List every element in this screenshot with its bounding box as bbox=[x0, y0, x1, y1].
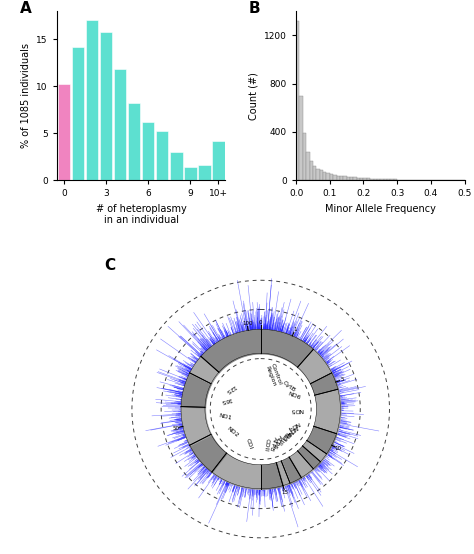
Bar bbox=[333, 175, 337, 180]
Text: 50: 50 bbox=[173, 425, 179, 430]
Bar bbox=[357, 178, 360, 180]
Text: 1: 1 bbox=[293, 327, 297, 332]
Bar bbox=[310, 161, 313, 180]
Text: ND4: ND4 bbox=[286, 420, 301, 430]
Bar bbox=[337, 176, 340, 180]
Bar bbox=[370, 178, 374, 180]
Bar bbox=[346, 177, 350, 180]
Text: A: A bbox=[20, 1, 32, 16]
X-axis label: # of heteroplasmy
in an individual: # of heteroplasmy in an individual bbox=[96, 204, 186, 225]
Bar bbox=[86, 20, 98, 180]
Text: ATP8: ATP8 bbox=[268, 435, 277, 452]
Text: COI: COI bbox=[245, 437, 253, 449]
Text: COII: COII bbox=[263, 438, 269, 452]
Text: 12S: 12S bbox=[225, 383, 237, 394]
Bar bbox=[343, 176, 346, 180]
Bar bbox=[340, 176, 343, 180]
Text: ND3: ND3 bbox=[280, 428, 293, 442]
Bar bbox=[57, 84, 70, 180]
Text: 16S: 16S bbox=[219, 396, 232, 404]
Bar bbox=[198, 165, 210, 180]
Text: B: B bbox=[249, 1, 261, 16]
Bar bbox=[319, 171, 323, 180]
Text: ND4L: ND4L bbox=[281, 424, 298, 438]
Bar bbox=[367, 178, 370, 180]
Bar bbox=[72, 47, 84, 180]
Text: ND6: ND6 bbox=[287, 392, 302, 401]
Text: COIII: COIII bbox=[275, 431, 289, 446]
Bar bbox=[350, 177, 353, 180]
Y-axis label: Count (#): Count (#) bbox=[249, 71, 259, 120]
Text: ND1: ND1 bbox=[218, 413, 232, 421]
Text: 0: 0 bbox=[259, 320, 263, 325]
X-axis label: Minor Allele Frequency: Minor Allele Frequency bbox=[325, 204, 436, 214]
Text: C: C bbox=[105, 259, 116, 274]
Bar bbox=[212, 141, 225, 180]
Bar bbox=[374, 179, 377, 180]
Text: 10: 10 bbox=[335, 446, 342, 451]
Bar bbox=[377, 179, 380, 180]
Bar bbox=[391, 179, 394, 180]
Bar bbox=[330, 175, 333, 180]
Text: Control
Region: Control Region bbox=[264, 362, 283, 388]
Bar bbox=[360, 178, 364, 180]
Bar bbox=[380, 179, 383, 180]
Text: 15: 15 bbox=[282, 490, 289, 495]
Bar bbox=[316, 168, 319, 180]
Bar bbox=[142, 122, 155, 180]
Bar bbox=[128, 103, 140, 180]
Text: 5: 5 bbox=[341, 377, 344, 382]
Bar bbox=[184, 167, 197, 180]
Text: ND5: ND5 bbox=[290, 408, 304, 413]
Bar bbox=[364, 178, 367, 180]
Bar bbox=[353, 177, 357, 180]
Bar bbox=[300, 96, 303, 180]
Bar bbox=[327, 173, 330, 180]
Bar bbox=[296, 20, 300, 180]
Text: ATP6: ATP6 bbox=[271, 434, 282, 449]
Bar bbox=[114, 69, 127, 180]
Bar bbox=[100, 32, 112, 180]
Bar bbox=[170, 152, 182, 180]
Text: ND2: ND2 bbox=[226, 426, 240, 438]
Bar bbox=[394, 179, 397, 180]
Text: CytB: CytB bbox=[282, 380, 297, 393]
Bar bbox=[306, 152, 310, 180]
Bar bbox=[313, 166, 316, 180]
Bar bbox=[303, 133, 306, 180]
Bar bbox=[383, 179, 387, 180]
Text: 100: 100 bbox=[242, 321, 252, 326]
Bar bbox=[156, 131, 168, 180]
Y-axis label: % of 1085 individuals: % of 1085 individuals bbox=[21, 43, 31, 148]
Bar bbox=[387, 179, 391, 180]
Bar bbox=[323, 172, 327, 180]
